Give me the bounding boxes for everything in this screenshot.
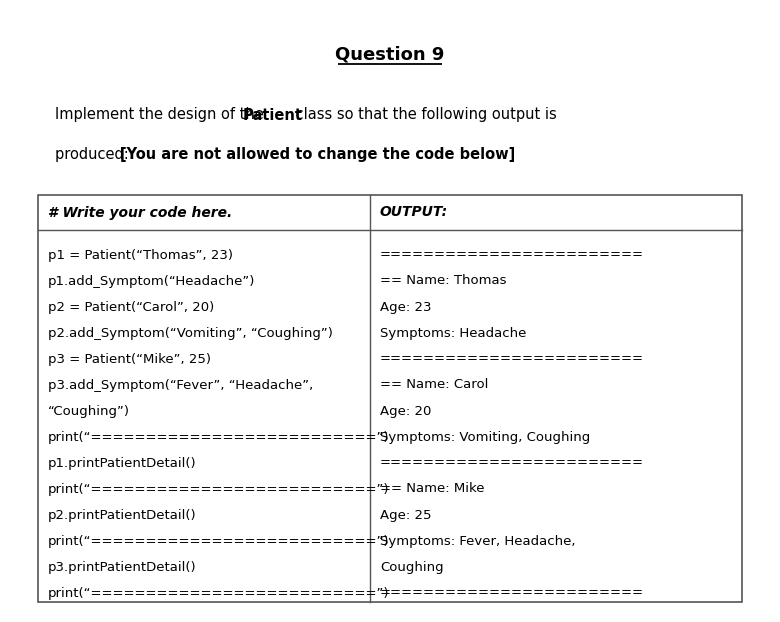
Text: p2.add_Symptom(“Vomiting”, “Coughing”): p2.add_Symptom(“Vomiting”, “Coughing”) [48, 327, 333, 340]
Text: p1.add_Symptom(“Headache”): p1.add_Symptom(“Headache”) [48, 274, 255, 287]
Text: ========================: ======================== [380, 587, 644, 600]
Text: p2 = Patient(“Carol”, 20): p2 = Patient(“Carol”, 20) [48, 300, 214, 313]
Text: Symptoms: Vomiting, Coughing: Symptoms: Vomiting, Coughing [380, 430, 590, 443]
Text: p3 = Patient(“Mike”, 25): p3 = Patient(“Mike”, 25) [48, 353, 211, 366]
Bar [38, 195, 742, 602]
Text: print(“==========================”): print(“==========================”) [48, 483, 389, 496]
Text: p1.printPatientDetail(): p1.printPatientDetail() [48, 457, 197, 470]
Text: Symptoms: Fever, Headache,: Symptoms: Fever, Headache, [380, 534, 576, 547]
Text: Symptoms: Headache: Symptoms: Headache [380, 327, 526, 340]
Text: Coughing: Coughing [380, 560, 444, 573]
Text: “Coughing”): “Coughing”) [48, 404, 130, 417]
Text: == Name: Thomas: == Name: Thomas [380, 274, 506, 287]
Text: OUTPUT:: OUTPUT: [380, 205, 448, 220]
Text: ========================: ======================== [380, 457, 644, 470]
Text: p1 = Patient(“Thomas”, 23): p1 = Patient(“Thomas”, 23) [48, 249, 233, 261]
Text: # Write your code here.: # Write your code here. [48, 205, 232, 220]
Text: p3.printPatientDetail(): p3.printPatientDetail() [48, 560, 197, 573]
Text: Age: 23: Age: 23 [380, 300, 431, 313]
Text: p3.add_Symptom(“Fever”, “Headache”,: p3.add_Symptom(“Fever”, “Headache”, [48, 379, 314, 391]
Text: produced:: produced: [55, 147, 133, 162]
Text: ========================: ======================== [380, 249, 644, 261]
Text: print(“==========================”): print(“==========================”) [48, 534, 389, 547]
Text: [You are not allowed to change the code below]: [You are not allowed to change the code … [120, 147, 516, 162]
Text: print(“==========================”): print(“==========================”) [48, 430, 389, 443]
Text: class so that the following output is: class so that the following output is [291, 108, 557, 123]
Text: print(“==========================”): print(“==========================”) [48, 587, 389, 600]
Text: Question 9: Question 9 [335, 46, 445, 64]
Text: Age: 20: Age: 20 [380, 404, 431, 417]
Text: p2.printPatientDetail(): p2.printPatientDetail() [48, 509, 197, 521]
Text: Implement the design of the: Implement the design of the [55, 108, 268, 123]
Text: == Name: Mike: == Name: Mike [380, 483, 484, 496]
Text: ========================: ======================== [380, 353, 644, 366]
Text: == Name: Carol: == Name: Carol [380, 379, 488, 391]
Text: Age: 25: Age: 25 [380, 509, 431, 521]
Text: Patient: Patient [243, 108, 303, 123]
